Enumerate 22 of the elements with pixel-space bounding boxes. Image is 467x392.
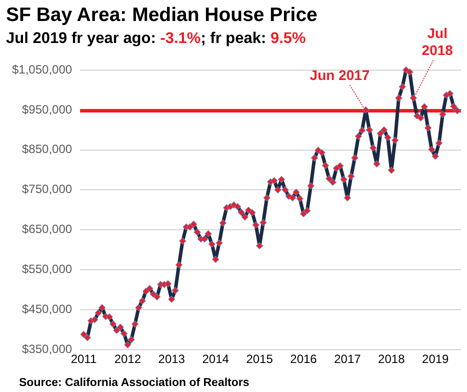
y-tick-label: $1,050,000	[12, 62, 72, 76]
y-tick-label: $650,000	[22, 222, 72, 236]
chart-subtitle: Jul 2019 fr year ago: -3.1%; fr peak: 9.5%	[6, 30, 306, 48]
x-tick-label: 2013	[158, 352, 186, 366]
annotation: Jul 2018	[422, 25, 454, 58]
x-tick-label: 2015	[246, 352, 274, 366]
source-note: Source: California Association of Realtors	[19, 377, 250, 389]
annotation: Jun 2017	[310, 66, 370, 83]
x-tick-label: 2012	[114, 352, 142, 366]
x-tick-label: 2011	[70, 352, 97, 366]
y-tick-label: $550,000	[22, 262, 72, 276]
x-tick-label: 2019	[422, 352, 450, 366]
y-tick-label: $750,000	[22, 182, 72, 196]
y-tick-label: $950,000	[22, 102, 72, 116]
x-tick-label: 2016	[290, 352, 318, 366]
x-tick-label: 2018	[378, 352, 406, 366]
chart-title: SF Bay Area: Median House Price	[6, 4, 318, 27]
y-tick-label: $350,000	[22, 342, 72, 356]
x-tick-label: 2017	[334, 352, 362, 366]
x-tick-label: 2014	[202, 352, 230, 366]
y-tick-label: $450,000	[22, 302, 72, 316]
y-tick-label: $850,000	[22, 142, 72, 156]
